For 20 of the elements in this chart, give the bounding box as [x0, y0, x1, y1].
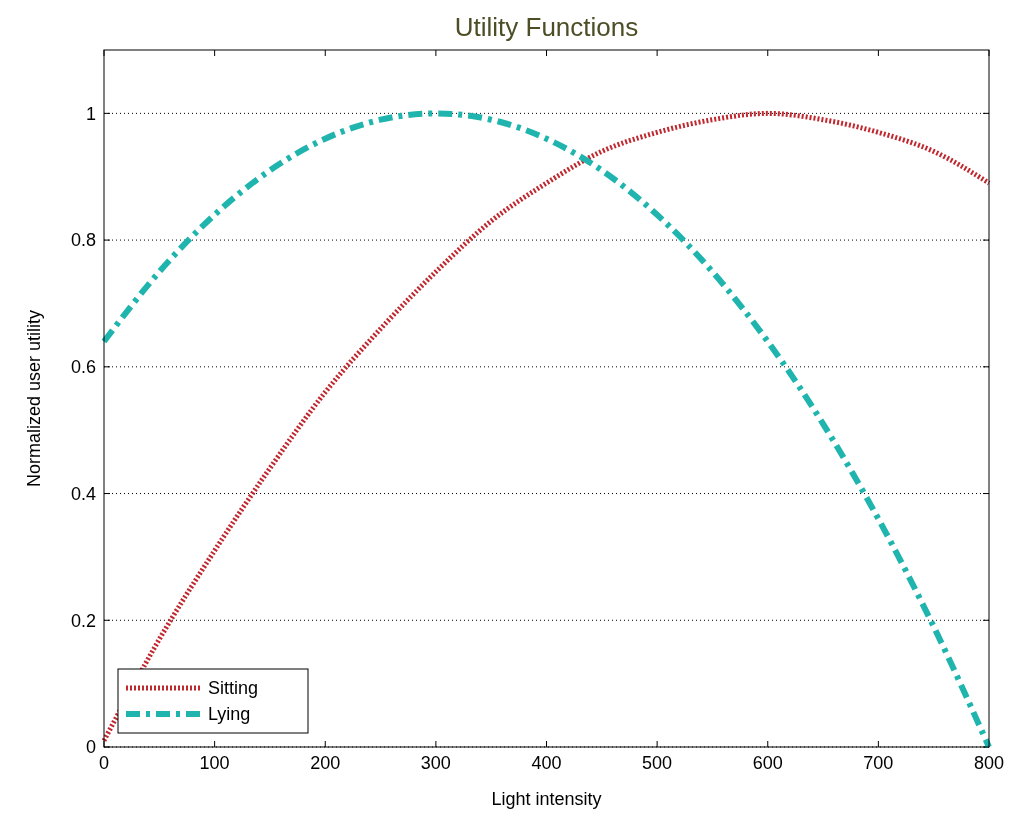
y-tick-label: 0.6 — [70, 357, 96, 378]
legend-label: Sitting — [208, 678, 259, 699]
y-axis-title: Normalized user utility — [24, 309, 44, 488]
y-tick-label: 0.4 — [70, 483, 96, 504]
x-tick-label: 500 — [642, 753, 673, 773]
x-tick-label: 400 — [531, 753, 562, 773]
y-tick-label: 0.2 — [70, 610, 96, 631]
x-tick-label: 600 — [752, 753, 783, 773]
x-tick-label: 0 — [98, 753, 110, 773]
y-tick-label: 0.8 — [70, 230, 96, 251]
x-tick-label: 700 — [863, 753, 894, 773]
chart-title: Utility Functions — [454, 12, 639, 42]
y-tick-label: 1 — [85, 103, 96, 124]
legend-label: Lying — [208, 704, 251, 725]
x-tick-label: 300 — [420, 753, 451, 773]
x-tick-label: 200 — [310, 753, 341, 773]
y-tick-label: 0 — [85, 737, 96, 758]
x-axis-title: Light intensity — [491, 789, 602, 809]
x-tick-label: 800 — [973, 753, 1005, 773]
x-tick-label: 100 — [199, 753, 230, 773]
